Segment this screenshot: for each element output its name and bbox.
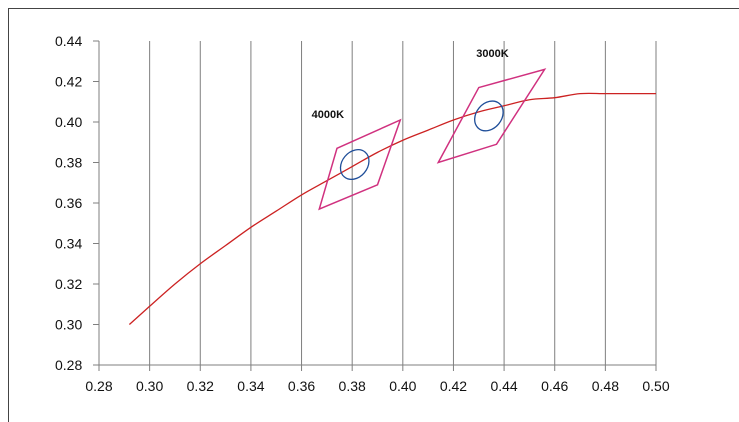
chromaticity-ellipse-2 [339, 149, 370, 181]
annotation-4000k: 4000K [312, 109, 344, 121]
x-tick-label: 0.50 [642, 378, 669, 394]
blackbody-curve [128, 92, 656, 325]
y-tick-label: 0.30 [55, 317, 82, 333]
y-tick-label: 0.42 [55, 74, 82, 90]
frame-left-border [8, 8, 9, 422]
y-tick-label: 0.28 [55, 357, 82, 373]
x-tick-label: 0.28 [85, 378, 112, 394]
x-tick-label: 0.42 [440, 378, 467, 394]
annotation-layer: 4000K 3000K [312, 48, 509, 121]
x-tick-label: 0.34 [237, 378, 264, 394]
y-tick-label: 0.40 [55, 114, 82, 130]
y-tick-label: 0.44 [55, 33, 82, 49]
chromaticity-quadrangle-3 [436, 68, 547, 164]
x-tick-label: 0.46 [541, 378, 568, 394]
axis-layer [93, 40, 656, 366]
frame-top-border [8, 8, 739, 9]
x-tick-label: 0.38 [339, 378, 366, 394]
x-tick-label: 0.40 [389, 378, 416, 394]
chromaticity-ellipse-4 [474, 100, 504, 132]
x-tick-label: 0.48 [592, 378, 619, 394]
y-tick-label: 0.34 [55, 236, 82, 252]
x-tick-label: 0.44 [490, 378, 517, 394]
series-layer [128, 68, 656, 325]
x-tick-label: 0.30 [136, 378, 163, 394]
y-tick-label: 0.36 [55, 195, 82, 211]
y-tick-label: 0.32 [55, 276, 82, 292]
annotation-3000k: 3000K [476, 48, 508, 60]
x-tick-label: 0.36 [288, 378, 315, 394]
y-tick-label: 0.38 [55, 155, 82, 171]
x-tick-label: 0.32 [187, 378, 214, 394]
chromaticity-quadrangle-1 [318, 118, 402, 211]
tick-label-layer: 0.28 0.30 0.32 0.34 0.36 0.38 0.40 0.42 0.44 0.28… [55, 33, 670, 394]
grid-layer [98, 41, 657, 371]
